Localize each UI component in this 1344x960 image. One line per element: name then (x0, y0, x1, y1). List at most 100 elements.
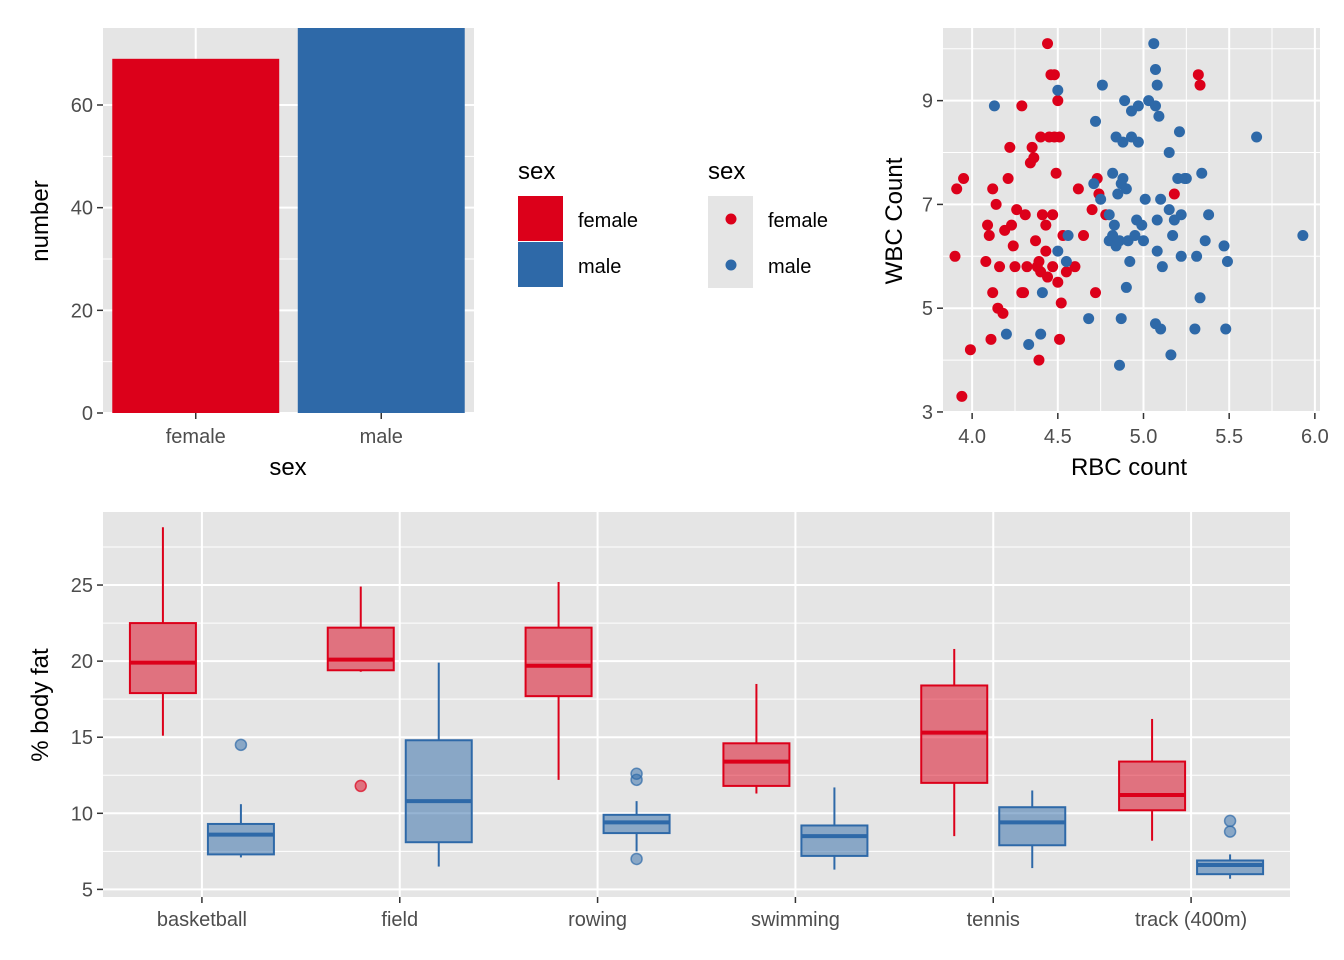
bar-legend-title: sex (518, 158, 555, 185)
scatter-point-male (1149, 100, 1161, 112)
scatter-point-female (1026, 141, 1038, 153)
legend-key-male-point (725, 259, 737, 271)
bar-y-axis-title: number (27, 180, 54, 261)
scatter-point-female (1021, 261, 1033, 273)
scatter-point-male (1220, 323, 1232, 335)
scatter-point-male (1196, 167, 1208, 179)
bar-y-tick-label: 0 (82, 403, 93, 425)
scatter-point-male (1191, 250, 1203, 262)
scatter-point-male (1114, 235, 1126, 247)
bar-female (112, 58, 280, 414)
scatter-point-male (1096, 79, 1108, 91)
scatter-point-male (1167, 230, 1179, 242)
scatter-point-female (1194, 79, 1206, 91)
scatter-y-tick-label: 7 (922, 194, 933, 216)
scatter-point-female (1033, 255, 1045, 267)
bar-legend-label-male: male (578, 256, 621, 278)
scatter-point-male (988, 100, 1000, 112)
box-male (800, 824, 869, 857)
scatter-point-male (1139, 193, 1151, 205)
scatter-point-female (1168, 188, 1180, 200)
scatter-point-female (980, 255, 992, 267)
scatter-point-female (990, 198, 1002, 210)
scatter-point-female (1054, 131, 1066, 143)
scatter-point-female (1036, 209, 1048, 221)
scatter-point-male (1180, 172, 1192, 184)
scatter-point-male (1103, 209, 1115, 221)
scatter-point-female (1072, 183, 1084, 195)
boxplot-x-tick-label: swimming (751, 909, 840, 931)
scatter-legend: sex female male (708, 158, 828, 288)
bar-legend-label-female: female (578, 210, 638, 232)
scatter-point-male (1115, 313, 1127, 325)
scatter-point-male (1251, 131, 1263, 143)
scatter-x-tick-label: 6.0 (1301, 426, 1329, 448)
scatter-point-female (1050, 167, 1062, 179)
scatter-y-axis-title: WBC Count (881, 157, 908, 284)
scatter-point-male (1175, 250, 1187, 262)
scatter-chart: 3 5 7 9 4.0 4.5 5.0 5.5 6.0 RBC count WBC Count (881, 28, 1329, 481)
scatter-point-male (1090, 115, 1102, 127)
scatter-y-tick-label: 3 (922, 402, 933, 424)
scatter-point-female (1009, 261, 1021, 273)
outlier-point-male (630, 767, 643, 780)
outlier-point-male (1223, 825, 1237, 838)
scatter-point-male (1155, 323, 1167, 335)
scatter-point-female (1006, 219, 1018, 231)
scatter-x-tick-label: 5.0 (1130, 426, 1158, 448)
scatter-point-female (1054, 333, 1066, 345)
bar-x-tick-label-male: male (360, 426, 403, 448)
scatter-point-female (997, 307, 1009, 319)
scatter-y-tick-label: 9 (922, 91, 933, 113)
legend-key-female-fill (518, 196, 563, 241)
scatter-point-male (1221, 255, 1233, 267)
scatter-point-male (1083, 313, 1095, 325)
scatter-point-male (1088, 178, 1100, 190)
scatter-point-male (1052, 245, 1064, 257)
scatter-point-male (1117, 172, 1129, 184)
scatter-point-male (1108, 219, 1120, 231)
scatter-point-male (1107, 167, 1119, 179)
bar-x-tick-label-female: female (166, 426, 226, 448)
box-female (1118, 760, 1187, 812)
scatter-point-female (1033, 354, 1045, 366)
scatter-point-male (1132, 100, 1144, 112)
scatter-point-female (987, 287, 999, 299)
scatter-legend-label-male: male (768, 256, 811, 278)
scatter-x-axis-title: RBC count (1071, 454, 1187, 481)
bar-legend: sex female male (518, 158, 638, 287)
boxplot-x-tick-label: rowing (568, 909, 627, 931)
scatter-legend-key-background (708, 196, 753, 288)
scatter-point-male (1153, 110, 1165, 122)
scatter-point-female (983, 230, 995, 242)
scatter-point-female (1055, 297, 1067, 309)
scatter-point-male (1194, 292, 1206, 304)
scatter-point-female (1028, 152, 1040, 164)
scatter-point-male (1189, 323, 1201, 335)
scatter-point-female (1007, 240, 1019, 252)
scatter-point-male (1129, 230, 1141, 242)
box-male (998, 806, 1067, 847)
scatter-point-female (1192, 69, 1204, 81)
box-female (524, 626, 593, 698)
boxplot-chart: 5 10 15 20 25 basketball field rowing swimming t… (27, 512, 1290, 931)
scatter-point-male (1151, 214, 1163, 226)
scatter-point-male (1218, 240, 1230, 252)
scatter-point-male (1151, 245, 1163, 257)
scatter-point-female (1002, 172, 1014, 184)
scatter-point-female (1040, 245, 1052, 257)
scatter-point-male (1151, 79, 1163, 91)
scatter-point-female (951, 183, 963, 195)
scatter-point-male (1173, 126, 1185, 138)
scatter-point-male (1124, 255, 1136, 267)
boxplot-x-tick-label: track (400m) (1135, 909, 1247, 931)
scatter-point-male (1000, 328, 1012, 340)
scatter-x-tick-label: 5.5 (1215, 426, 1243, 448)
scatter-point-male (1165, 349, 1177, 361)
scatter-point-female (1048, 69, 1060, 81)
scatter-point-female (1086, 204, 1098, 216)
scatter-point-female (956, 390, 968, 402)
scatter-point-male (1117, 136, 1129, 148)
box-male (404, 739, 473, 844)
